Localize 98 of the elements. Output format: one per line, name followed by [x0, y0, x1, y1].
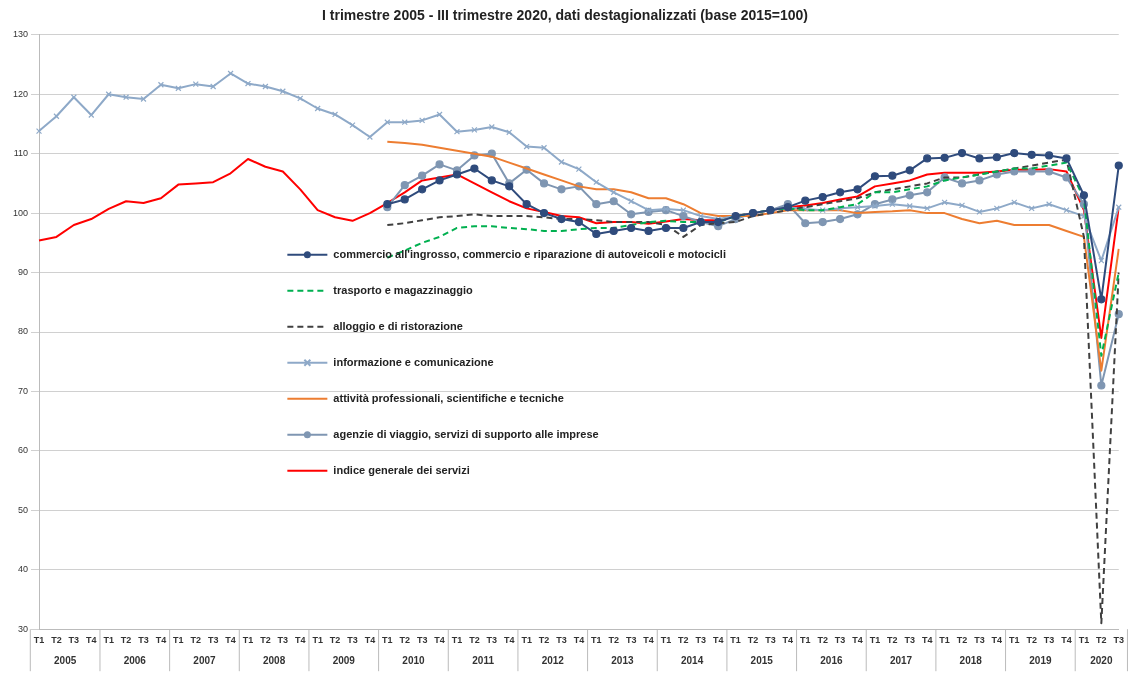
x-tick-label: T4	[294, 635, 306, 646]
x-tick-label: T1	[312, 635, 323, 646]
x-tick-label: T4	[852, 635, 863, 646]
x-tick-label: T1	[800, 635, 811, 646]
x-tick-label: T1	[173, 635, 184, 646]
text: 2017	[889, 654, 913, 666]
x-tick-label: T1	[1078, 635, 1090, 646]
x-tick-label: T2	[190, 635, 202, 646]
x-tick-label: T1	[103, 635, 114, 646]
y-tick-label: 30	[18, 623, 29, 634]
x-tick-label: T3	[556, 635, 567, 646]
text: 2007	[193, 654, 217, 666]
legend-label: indice generale dei servizi	[333, 463, 470, 476]
x-tick-label: T2	[1096, 635, 1107, 646]
text: 2015	[750, 654, 774, 666]
x-tick-label: T2	[608, 635, 619, 646]
x-tick-label: T3	[138, 635, 149, 646]
x-tick-label: T2	[887, 635, 898, 646]
y-tick-label: 100	[12, 207, 29, 218]
x-tick-label: T3	[68, 635, 80, 646]
text: 2019	[1029, 654, 1052, 666]
text: 2006	[123, 654, 147, 666]
text: 2008	[262, 654, 286, 666]
text: 2011	[472, 654, 495, 666]
x-tick-label: T2	[817, 635, 828, 646]
legend-label: agenzie di viaggio, servizi di supporto alle imprese	[333, 427, 599, 440]
x-tick-label: T4	[225, 635, 236, 646]
legend-label: trasporto e magazzinaggio	[333, 283, 473, 296]
x-tick-label: T2	[120, 635, 132, 646]
x-tick-label: T1	[730, 635, 741, 646]
x-tick-label: T1	[660, 635, 672, 646]
x-tick-label: T3	[347, 635, 358, 646]
y-tick-label: 50	[18, 504, 29, 515]
text: 2010	[402, 654, 425, 666]
x-tick-label: T4	[782, 635, 794, 646]
y-tick-label: 120	[12, 88, 29, 99]
x-tick-label: T3	[625, 635, 637, 646]
text: 2013	[611, 654, 634, 666]
y-tick-label: 90	[18, 267, 29, 278]
x-tick-label: T3	[1043, 635, 1055, 646]
legend-label: attività professionali, scientifiche e tecniche	[333, 391, 564, 404]
x-tick-label: T1	[1009, 635, 1020, 646]
x-tick-label: T4	[991, 635, 1003, 646]
x-tick-label: T3	[1113, 635, 1125, 646]
text: 2014	[680, 654, 704, 666]
x-tick-label: T2	[329, 635, 341, 646]
x-tick-label: T4	[643, 635, 654, 646]
x-tick-label: T2	[538, 635, 550, 646]
y-tick-label: 130	[12, 29, 29, 40]
x-tick-label: T4	[921, 635, 933, 646]
x-tick-label: T4	[86, 635, 97, 646]
legend-label: alloggio e di ristorazione	[333, 319, 463, 332]
x-tick-label: T1	[869, 635, 881, 646]
x-tick-label: T4	[434, 635, 445, 646]
y-tick-label: 80	[18, 326, 29, 337]
chart-title: I trimestre 2005 - III trimestre 2020, dati destagionalizzati (base 2015=100)	[322, 7, 808, 24]
legend-label: informazione e comunicazione	[333, 355, 494, 368]
x-tick-label: T3	[834, 635, 846, 646]
y-tick-label: 70	[18, 385, 29, 396]
x-tick-label: T4	[503, 635, 515, 646]
x-tick-label: T1	[33, 635, 45, 646]
x-tick-label: T4	[573, 635, 585, 646]
x-tick-label: T4	[712, 635, 724, 646]
x-tick-label: T3	[277, 635, 289, 646]
text: 2009	[332, 654, 356, 666]
x-tick-label: T2	[399, 635, 410, 646]
x-tick-label: T3	[904, 635, 916, 646]
x-tick-label: T1	[591, 635, 602, 646]
y-tick-label: 110	[13, 148, 29, 159]
x-tick-label: T4	[155, 635, 167, 646]
x-tick-label: T2	[678, 635, 689, 646]
x-tick-label: T3	[416, 635, 428, 646]
x-tick-label: T2	[260, 635, 271, 646]
x-tick-label: T3	[974, 635, 985, 646]
y-tick-label: 40	[18, 564, 29, 575]
y-tick-label: 60	[18, 445, 29, 456]
x-tick-label: T3	[207, 635, 219, 646]
x-tick-label: T3	[695, 635, 707, 646]
x-tick-label: T1	[451, 635, 463, 646]
text: 2005	[54, 654, 77, 666]
x-tick-label: T1	[382, 635, 393, 646]
text: 2020	[1090, 654, 1113, 666]
legend-label: commercio all'ingrosso, commercio e riparazione di autoveicoli e motocicli	[333, 247, 726, 260]
x-tick-label: T3	[486, 635, 498, 646]
x-tick-label: T3	[765, 635, 776, 646]
x-tick-label: T2	[469, 635, 480, 646]
text: 2012	[541, 654, 565, 666]
x-tick-label: T1	[242, 635, 254, 646]
x-tick-label: T4	[1061, 635, 1072, 646]
x-tick-label: T2	[51, 635, 62, 646]
x-tick-label: T4	[364, 635, 376, 646]
text: 2016	[820, 654, 843, 666]
x-tick-label: T1	[521, 635, 532, 646]
x-tick-label: T2	[1026, 635, 1037, 646]
x-tick-label: T2	[956, 635, 968, 646]
x-tick-label: T1	[939, 635, 950, 646]
x-tick-label: T2	[747, 635, 759, 646]
text: 2018	[959, 654, 983, 666]
